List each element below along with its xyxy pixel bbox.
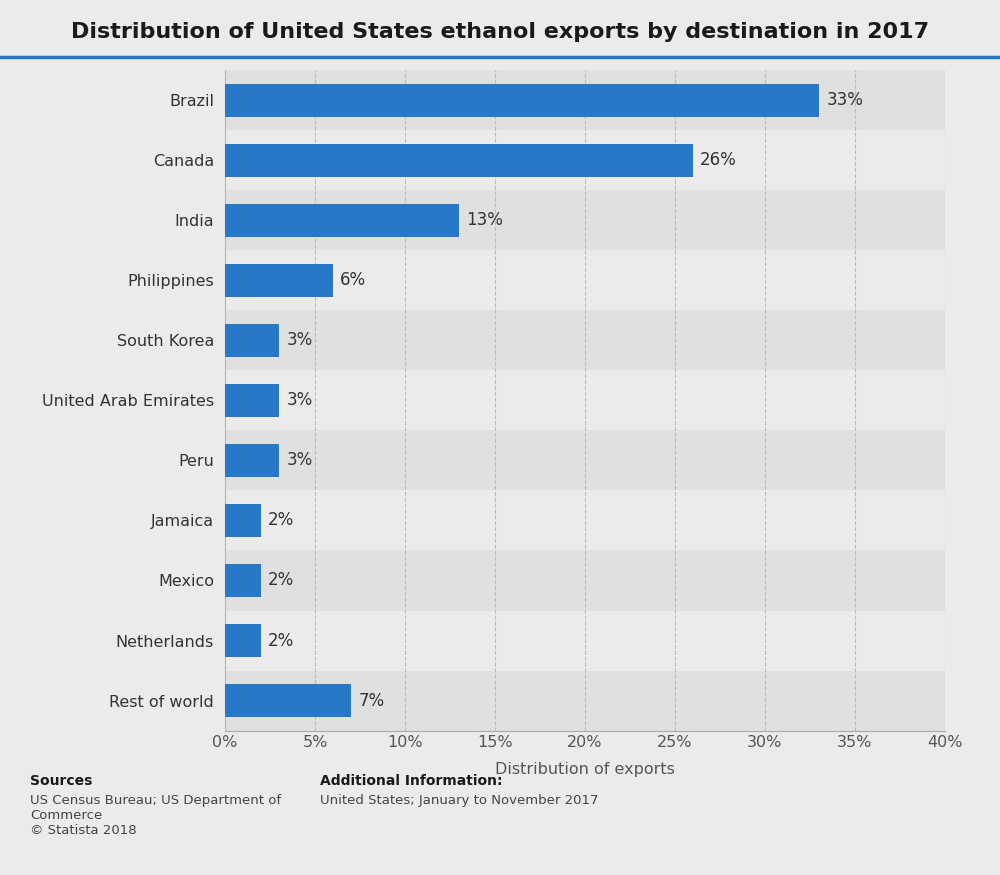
- Bar: [225, 204, 459, 236]
- Bar: [225, 444, 279, 477]
- Bar: [225, 611, 945, 670]
- Text: Distribution of United States ethanol exports by destination in 2017: Distribution of United States ethanol ex…: [71, 22, 929, 42]
- Text: 2%: 2%: [268, 571, 294, 590]
- Bar: [225, 130, 945, 190]
- Text: United States; January to November 2017: United States; January to November 2017: [320, 794, 598, 807]
- Bar: [225, 564, 261, 597]
- X-axis label: Distribution of exports: Distribution of exports: [495, 761, 675, 777]
- Bar: [225, 70, 945, 130]
- Bar: [225, 550, 945, 611]
- Bar: [225, 83, 819, 116]
- Bar: [225, 263, 333, 297]
- Text: 7%: 7%: [358, 691, 384, 710]
- Bar: [225, 684, 351, 717]
- Bar: [225, 490, 945, 550]
- Bar: [225, 384, 279, 416]
- Bar: [225, 144, 693, 177]
- Text: 3%: 3%: [286, 332, 312, 349]
- Text: 2%: 2%: [268, 632, 294, 649]
- Bar: [225, 311, 945, 370]
- Text: US Census Bureau; US Department of
Commerce
© Statista 2018: US Census Bureau; US Department of Comme…: [30, 794, 281, 836]
- Bar: [225, 670, 945, 731]
- Bar: [225, 324, 279, 357]
- Bar: [225, 250, 945, 311]
- Text: 2%: 2%: [268, 511, 294, 529]
- Text: Additional Information:: Additional Information:: [320, 774, 503, 788]
- Text: 6%: 6%: [340, 271, 366, 290]
- Bar: [225, 370, 945, 430]
- Bar: [225, 190, 945, 250]
- Text: Sources: Sources: [30, 774, 92, 788]
- Text: 26%: 26%: [700, 151, 737, 169]
- Bar: [225, 624, 261, 657]
- Text: 3%: 3%: [286, 452, 312, 469]
- Text: 33%: 33%: [826, 91, 863, 109]
- Bar: [225, 504, 261, 537]
- Text: 13%: 13%: [466, 211, 503, 229]
- Bar: [225, 430, 945, 490]
- Text: 3%: 3%: [286, 391, 312, 410]
